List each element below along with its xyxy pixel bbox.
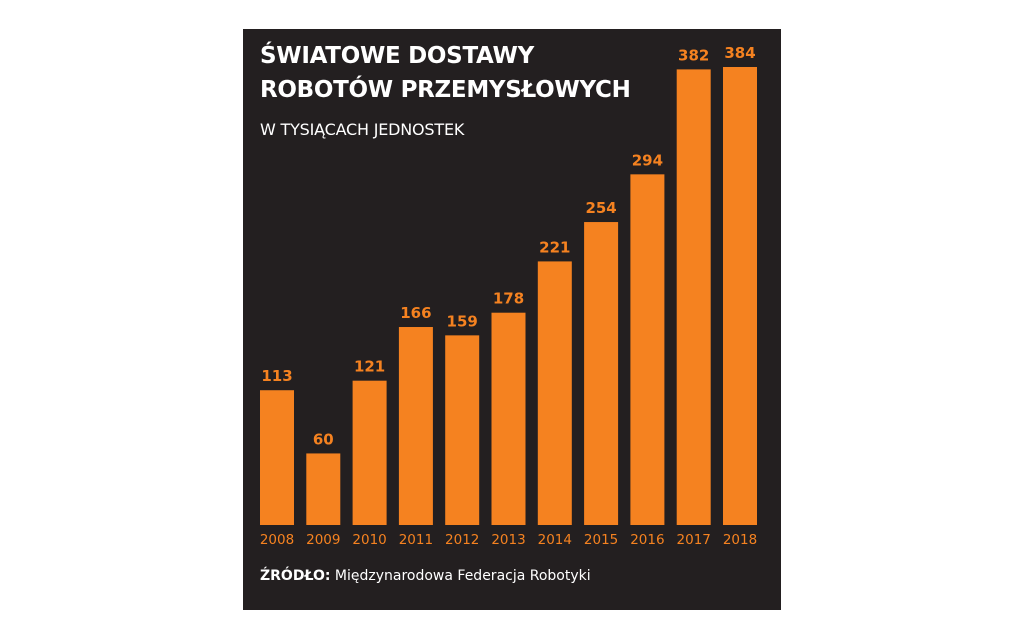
source-label: ŹRÓDŁO:: [260, 568, 331, 584]
value-label-2014: 221: [539, 238, 570, 256]
bar-2016: [630, 174, 665, 525]
category-label-2018: 2018: [723, 532, 757, 548]
chart-title-line-1: ŚWIATOWE DOSTAWY: [260, 43, 534, 69]
bar-chart: 113 2008 60 2009 121 2010 166 2011 159 2012 178 201…: [260, 44, 757, 548]
category-label-2017: 2017: [677, 532, 711, 548]
value-label-2013: 178: [493, 290, 524, 308]
value-label-2009: 60: [313, 430, 334, 448]
bar-2014: [537, 261, 572, 525]
bar-2015: [584, 222, 619, 526]
chart-title-line-2: ROBOTÓW PRZEMYSŁOWYCH: [260, 77, 631, 103]
bar-2013: [491, 312, 526, 525]
bar-2010: [352, 380, 387, 525]
value-label-2012: 159: [447, 312, 478, 330]
bar-2018: [723, 67, 757, 525]
bar-2009: [306, 453, 341, 525]
value-label-2017: 382: [678, 46, 709, 64]
category-label-2009: 2009: [306, 532, 340, 548]
chart-panel: ŚWIATOWE DOSTAWY ROBOTÓW PRZEMYSŁOWYCH W…: [243, 29, 781, 610]
category-label-2010: 2010: [352, 532, 386, 548]
source-note: ŹRÓDŁO: Międzynarodowa Federacja Robotyk…: [260, 568, 591, 584]
category-label-2015: 2015: [584, 532, 618, 548]
chart-title: ŚWIATOWE DOSTAWY ROBOTÓW PRZEMYSŁOWYCH: [260, 39, 631, 107]
category-label-2013: 2013: [491, 532, 525, 548]
value-label-2010: 121: [354, 358, 385, 376]
bar-2017: [676, 69, 711, 525]
bar-2011: [398, 327, 433, 525]
value-label-2015: 254: [585, 199, 616, 217]
value-label-2008: 113: [261, 367, 292, 385]
category-label-2008: 2008: [260, 532, 294, 548]
category-label-2016: 2016: [630, 532, 664, 548]
bar-2008: [260, 390, 294, 525]
chart-subtitle: W TYSIĄCACH JEDNOSTEK: [260, 120, 465, 139]
category-label-2011: 2011: [399, 532, 433, 548]
value-label-2011: 166: [400, 304, 431, 322]
category-label-2012: 2012: [445, 532, 479, 548]
bar-2012: [445, 335, 480, 525]
source-text: Międzynarodowa Federacja Robotyki: [334, 568, 591, 584]
value-label-2018: 384: [724, 44, 755, 62]
category-label-2014: 2014: [538, 532, 572, 548]
value-label-2016: 294: [632, 151, 663, 169]
